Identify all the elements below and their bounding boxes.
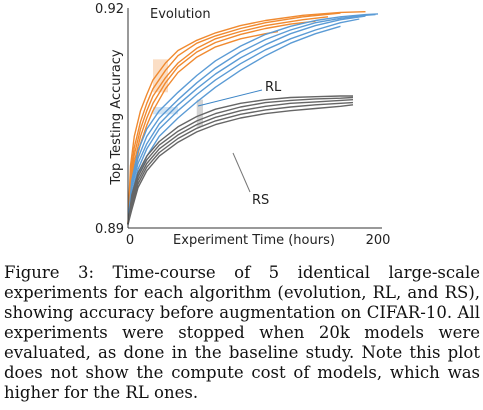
y-tick-label-top: 0.92 xyxy=(95,2,124,17)
series-line-rs-run-3 xyxy=(127,99,354,225)
x-tick-label-left: 0 xyxy=(126,233,134,248)
x-tick-label-right: 200 xyxy=(366,233,391,248)
series-line-rl-run-3 xyxy=(127,15,366,225)
series-line-rl-run-2 xyxy=(127,13,376,225)
series-line-evolution-run-4 xyxy=(127,20,316,225)
series-line-evolution-run-3 xyxy=(127,16,329,225)
band-rl xyxy=(153,107,178,115)
chart: 0.92 0.89 0 200 Experiment Time (hours) … xyxy=(95,2,391,248)
annotation-evolution: Evolution xyxy=(150,7,211,22)
series-line-evolution-run-1 xyxy=(127,11,366,225)
figure-caption: Figure 3: Time-course of 5 identical lar… xyxy=(4,263,480,402)
annotation-rs: RS xyxy=(252,193,269,208)
series-line-rs-run-4 xyxy=(127,101,354,225)
annotation-rl: RL xyxy=(265,80,282,95)
annotation-rl-pointer xyxy=(197,89,263,107)
x-axis-label: Experiment Time (hours) xyxy=(173,233,335,248)
series-line-rl-run-1 xyxy=(127,13,379,225)
series-line-rs-run-5 xyxy=(127,104,354,225)
annotation-rs-pointer xyxy=(232,152,251,193)
series-line-rl-run-4 xyxy=(127,18,360,225)
series-line-rs-run-2 xyxy=(127,96,354,225)
annotations: Evolution RL RS xyxy=(150,7,282,208)
series-line-evolution-run-2 xyxy=(127,12,341,225)
y-tick-label-bottom: 0.89 xyxy=(95,222,124,237)
run-lines xyxy=(127,11,379,225)
band-rs xyxy=(196,99,203,127)
y-axis-label: Top Testing Accuracy xyxy=(109,49,124,186)
series-line-rs-run-1 xyxy=(127,95,353,225)
